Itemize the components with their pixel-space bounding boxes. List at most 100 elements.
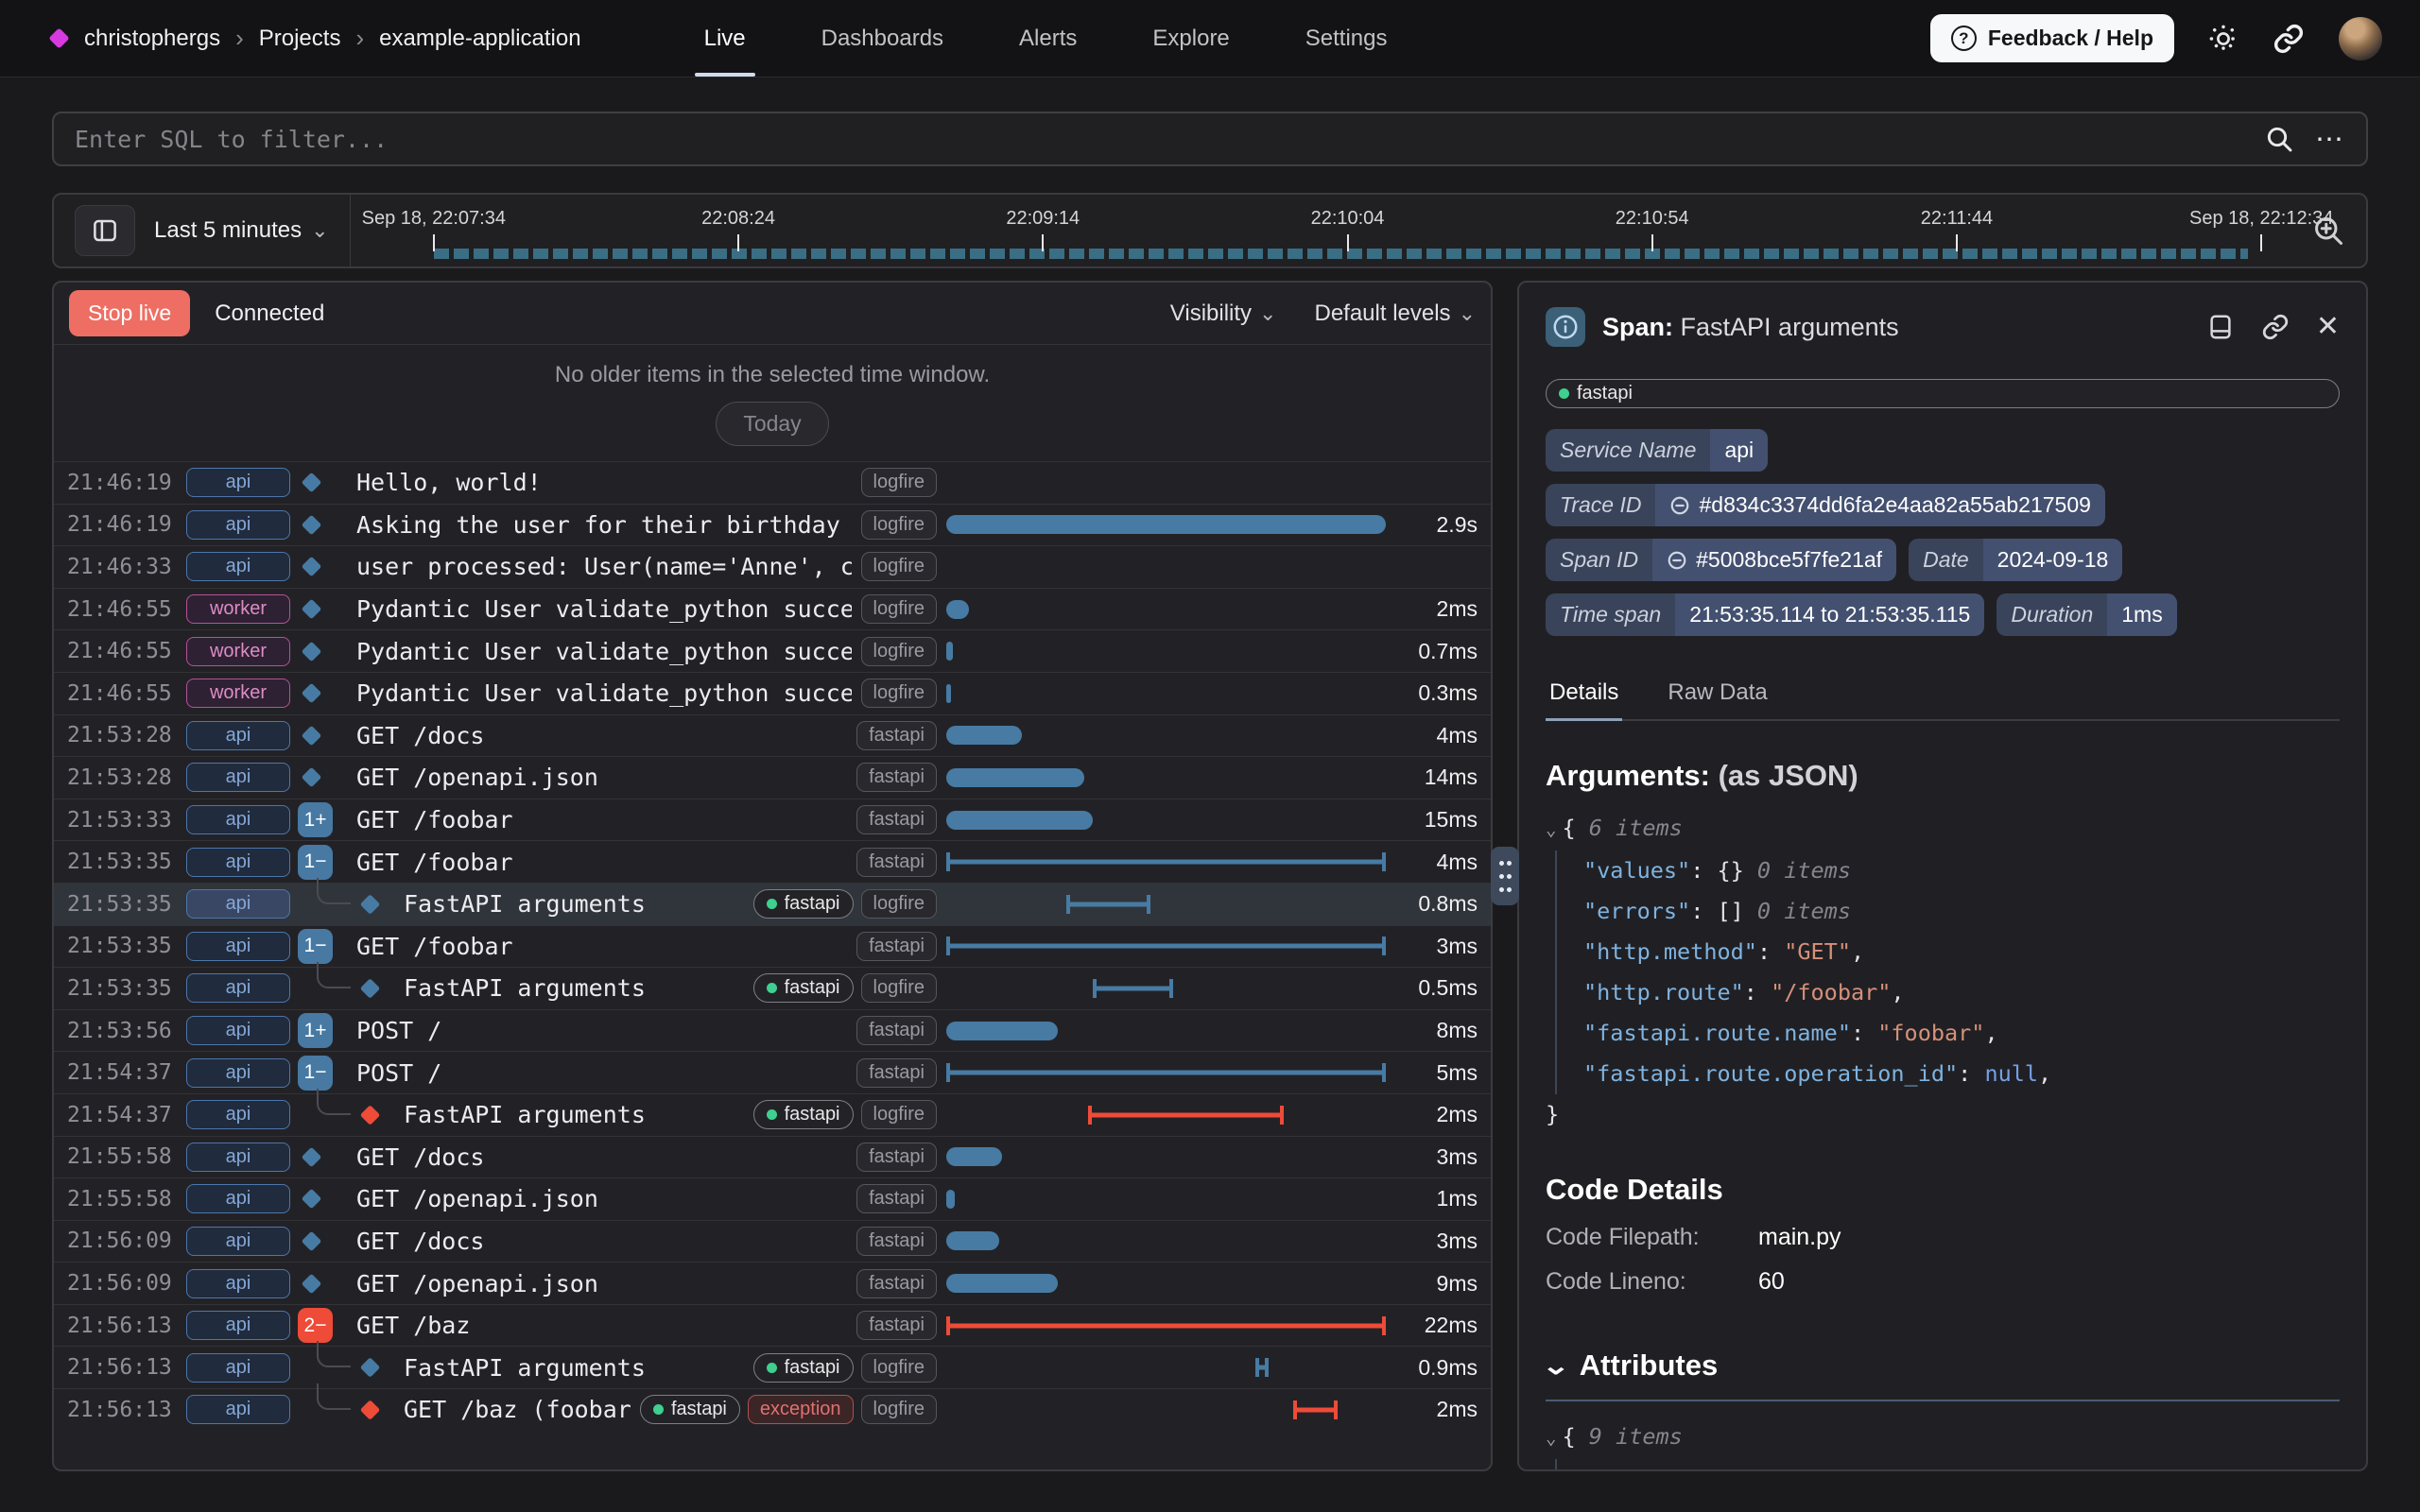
tab-raw-data[interactable]: Raw Data (1668, 679, 1768, 705)
trace-row[interactable]: 21:54:37 api FastAPI arguments fastapi logfi… (54, 1088, 1491, 1136)
search-icon[interactable] (2264, 124, 2294, 154)
trace-row[interactable]: 21:46:33 api user processed: User(name='An… (54, 545, 1491, 588)
count-badge[interactable]: 2− (298, 1308, 333, 1344)
sql-filter-input[interactable] (75, 125, 2243, 153)
time-range-select[interactable]: Last 5 minutes ⌄ (154, 217, 329, 244)
trace-row[interactable]: 21:55:58 api GET /docs fastapi 3ms (54, 1135, 1491, 1178)
count-badge[interactable]: 1− (298, 1055, 333, 1091)
trace-row[interactable]: 21:46:55 worker Pydantic User validate_pyt… (54, 587, 1491, 630)
sidebar-toggle-button[interactable] (75, 205, 135, 256)
nav-tab-settings[interactable]: Settings (1305, 25, 1388, 51)
tag-fastapi[interactable]: fastapi (752, 889, 854, 919)
nav-tab-alerts[interactable]: Alerts (1019, 25, 1078, 51)
trace-row[interactable]: 21:53:28 api GET /docs fastapi 4ms (54, 713, 1491, 757)
tag-logfire[interactable]: logfire (860, 509, 937, 540)
trace-row[interactable]: 21:56:13 api FastAPI arguments fastapi logfi… (54, 1341, 1491, 1388)
logfire-logo-icon[interactable] (48, 27, 70, 49)
share-link-icon[interactable] (2273, 23, 2305, 55)
tag-logfire[interactable]: logfire (860, 636, 937, 666)
trace-row[interactable]: 21:53:35 api 1− GET /foobar fastapi 3ms (54, 924, 1491, 968)
tag-logfire[interactable]: logfire (860, 552, 937, 582)
theme-toggle-icon[interactable] (2208, 24, 2238, 54)
breadcrumb-projects[interactable]: Projects (258, 25, 341, 51)
trace-row[interactable]: 21:55:58 api GET /openapi.json fastapi 1ms (54, 1177, 1491, 1220)
tag-logfire[interactable]: logfire (860, 1395, 937, 1425)
chip-service-name[interactable]: Service Name api (1546, 429, 1769, 472)
trace-row[interactable]: 21:53:35 api FastAPI arguments fastapi logfi… (54, 877, 1491, 925)
service-badge-worker[interactable]: worker (186, 636, 290, 666)
tag-fastapi[interactable]: fastapi (752, 1100, 854, 1130)
visibility-dropdown[interactable]: Visibility ⌄ (1170, 301, 1277, 327)
tag-fastapi[interactable]: fastapi (856, 931, 937, 961)
service-badge-api[interactable]: api (186, 509, 290, 540)
tag-logfire[interactable]: logfire (860, 1100, 937, 1130)
tag-logfire[interactable]: logfire (860, 1352, 937, 1383)
service-badge-api[interactable]: api (186, 720, 290, 750)
nav-tab-dashboards[interactable]: Dashboards (821, 25, 944, 51)
trace-row[interactable]: 21:53:35 api FastAPI arguments fastapi logfi… (54, 962, 1491, 1009)
tag-logfire[interactable]: logfire (860, 889, 937, 919)
chip-date[interactable]: Date 2024-09-18 (1909, 539, 2123, 581)
tag-fastapi[interactable]: fastapi (1546, 379, 2340, 408)
trace-row[interactable]: 21:53:28 api GET /openapi.json fastapi 14ms (54, 756, 1491, 799)
tag-fastapi[interactable]: fastapi (856, 720, 937, 750)
service-badge-api[interactable]: api (186, 1395, 290, 1425)
tag-fastapi[interactable]: fastapi (856, 805, 937, 835)
trace-row[interactable]: 21:53:56 api 1+ POST / fastapi 8ms (54, 1008, 1491, 1052)
count-badge[interactable]: 1+ (298, 802, 333, 838)
service-badge-api[interactable]: api (186, 1142, 290, 1172)
tag-exception[interactable]: exception (747, 1395, 854, 1425)
trace-row[interactable]: 21:56:09 api GET /docs fastapi 3ms (54, 1219, 1491, 1263)
chip-time-span[interactable]: Time span 21:53:35.114 to 21:53:35.115 (1546, 593, 1985, 636)
breadcrumb-project[interactable]: example-application (379, 25, 581, 51)
zoom-in-icon[interactable] (2290, 214, 2366, 248)
nav-tab-explore[interactable]: Explore (1152, 25, 1230, 51)
count-badge[interactable]: 1− (298, 844, 333, 880)
tag-logfire[interactable]: logfire (860, 594, 937, 625)
trace-row[interactable]: 21:53:33 api 1+ GET /foobar fastapi 15ms (54, 798, 1491, 841)
feedback-help-button[interactable]: ? Feedback / Help (1929, 14, 2174, 62)
service-badge-api[interactable]: api (186, 847, 290, 877)
trace-row[interactable]: 21:46:19 api Hello, world! logfire (54, 461, 1491, 504)
dock-panel-icon[interactable] (2206, 313, 2235, 341)
service-badge-api[interactable]: api (186, 931, 290, 961)
service-badge-api[interactable]: api (186, 889, 290, 919)
copy-link-icon[interactable] (2261, 313, 2290, 341)
trace-row[interactable]: 21:56:09 api GET /openapi.json fastapi 9ms (54, 1262, 1491, 1304)
close-icon[interactable]: ✕ (2315, 311, 2340, 342)
tag-logfire[interactable]: logfire (860, 468, 937, 498)
tab-details[interactable]: Details (1546, 670, 1623, 721)
service-badge-api[interactable]: api (186, 1057, 290, 1088)
tag-fastapi[interactable]: fastapi (639, 1395, 740, 1425)
service-badge-worker[interactable]: worker (186, 594, 290, 625)
tag-fastapi[interactable]: fastapi (856, 1057, 937, 1088)
service-badge-api[interactable]: api (186, 1352, 290, 1383)
default-levels-dropdown[interactable]: Default levels ⌄ (1314, 301, 1476, 327)
trace-row[interactable]: 21:46:55 worker Pydantic User validate_pyt… (54, 671, 1491, 714)
service-badge-api[interactable]: api (186, 805, 290, 835)
chip-trace-id[interactable]: Trace ID #d834c3374dd6fa2e4aa82a55ab21750… (1546, 484, 2105, 526)
tag-fastapi[interactable]: fastapi (856, 1142, 937, 1172)
chip-span-id[interactable]: Span ID #5008bce5f7fe21af (1546, 539, 1897, 581)
chip-duration[interactable]: Duration 1ms (1996, 593, 2177, 636)
trace-row[interactable]: 21:46:55 worker Pydantic User validate_pyt… (54, 629, 1491, 672)
tag-logfire[interactable]: logfire (860, 973, 937, 1004)
tag-fastapi[interactable]: fastapi (856, 1311, 937, 1341)
service-badge-api[interactable]: api (186, 763, 290, 793)
service-badge-api[interactable]: api (186, 1226, 290, 1256)
service-badge-api[interactable]: api (186, 1100, 290, 1130)
tag-fastapi[interactable]: fastapi (856, 847, 937, 877)
tag-fastapi[interactable]: fastapi (856, 1016, 937, 1046)
panel-resize-handle[interactable] (1491, 847, 1519, 905)
count-badge[interactable]: 1− (298, 928, 333, 964)
breadcrumb-org[interactable]: christophergs (84, 25, 221, 51)
service-badge-api[interactable]: api (186, 1311, 290, 1341)
trace-row[interactable]: 21:54:37 api 1− POST / fastapi 5ms (54, 1051, 1491, 1093)
nav-tab-live[interactable]: Live (694, 0, 755, 77)
trace-row[interactable]: 21:46:19 api Asking the user for their bir… (54, 503, 1491, 546)
service-badge-api[interactable]: api (186, 552, 290, 582)
tag-fastapi[interactable]: fastapi (856, 1268, 937, 1298)
service-badge-api[interactable]: api (186, 468, 290, 498)
service-badge-api[interactable]: api (186, 1268, 290, 1298)
service-badge-api[interactable]: api (186, 973, 290, 1004)
